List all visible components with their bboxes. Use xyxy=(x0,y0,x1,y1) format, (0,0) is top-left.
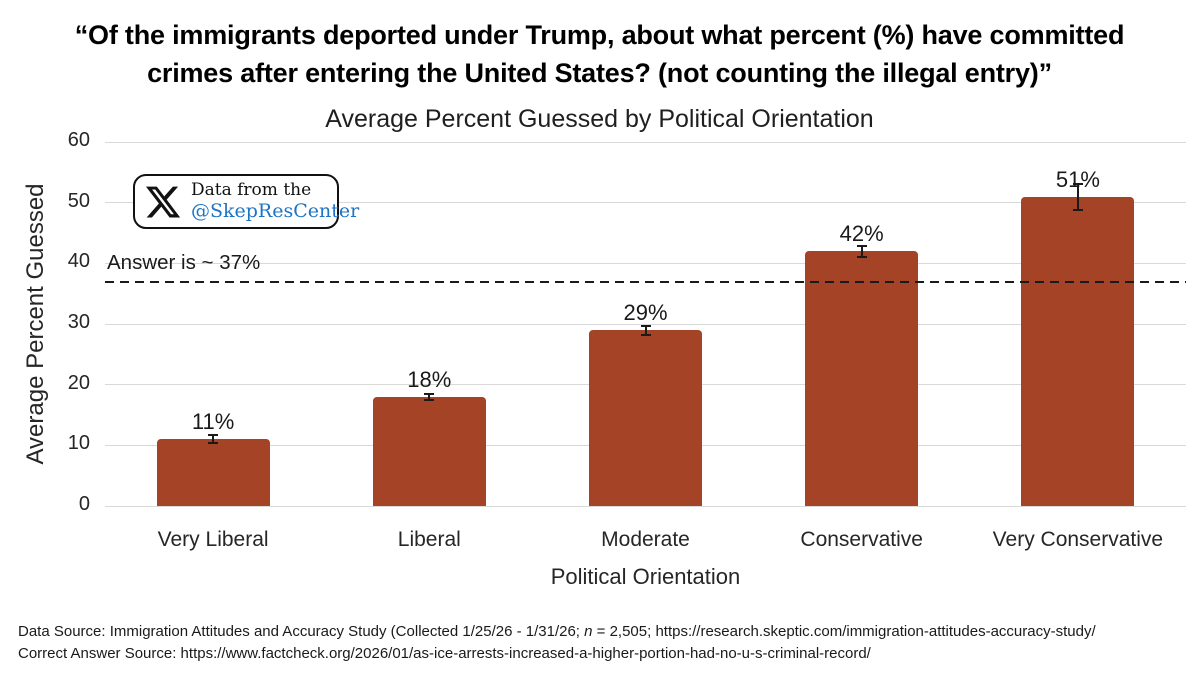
badge-caption: Data from the xyxy=(191,180,312,201)
y-tick-label: 20 xyxy=(67,371,90,394)
gridline xyxy=(105,262,1186,264)
error-bar xyxy=(644,324,647,336)
bar xyxy=(372,396,486,506)
badge-text: Data from the @SkepResCenter xyxy=(191,180,359,222)
chart-title: Average Percent Guessed by Political Ori… xyxy=(325,105,874,133)
data-label: 18% xyxy=(407,366,452,392)
x-tick-label: Liberal xyxy=(397,528,461,551)
x-tick-label: Very Conservative xyxy=(992,528,1164,551)
gridline xyxy=(105,505,1186,507)
y-tick-label: 0 xyxy=(78,493,90,515)
x-tick-label: Very Liberal xyxy=(157,528,269,551)
error-bar-cap xyxy=(640,324,651,327)
error-bar xyxy=(428,392,431,402)
bar xyxy=(156,439,270,506)
gridline xyxy=(105,202,1186,204)
y-tick-label: 30 xyxy=(67,311,90,333)
data-label: 42% xyxy=(839,221,884,247)
badge-handle: @SkepResCenter xyxy=(191,200,360,223)
question-title-line1: “Of the immigrants deported under Trump,… xyxy=(74,20,1125,50)
y-tick-label: 10 xyxy=(67,432,90,455)
footer-line1-suffix: = 2,505; https://research.skeptic.com/im… xyxy=(592,623,1096,640)
question-title-line2: crimes after entering the United States?… xyxy=(147,58,1052,88)
footer-line1-n: n xyxy=(584,623,593,640)
reference-line xyxy=(105,280,1186,284)
footer-answer-source: Correct Answer Source: https://www.factc… xyxy=(18,645,871,662)
reference-line-label: Answer is ~ 37% xyxy=(107,250,261,274)
gridline xyxy=(105,323,1186,325)
error-bar-cap xyxy=(1072,208,1083,211)
error-bar-cap xyxy=(1072,182,1083,185)
gridline xyxy=(105,141,1186,143)
footer-data-source: Data Source: Immigration Attitudes and A… xyxy=(18,623,1096,640)
error-bar-cap xyxy=(640,333,651,336)
y-tick-label: 40 xyxy=(67,250,90,273)
error-bar-cap xyxy=(856,255,867,258)
error-bar-cap xyxy=(208,434,219,437)
plot-area: 11% Very Liberal 18% Liberal 29% Moderate 42% C… xyxy=(105,141,1186,551)
source-badge: Data from the @SkepResCenter xyxy=(133,174,359,229)
data-label: 29% xyxy=(623,300,668,326)
error-bar xyxy=(1076,182,1079,211)
y-tick-label: 50 xyxy=(67,189,90,212)
data-label: 51% xyxy=(1055,166,1100,192)
question-title: “Of the immigrants deported under Trump,… xyxy=(0,16,1199,92)
y-tick-label: 60 xyxy=(67,129,90,151)
bar xyxy=(1021,196,1135,506)
bar xyxy=(805,251,919,506)
x-axis-title: Political Orientation xyxy=(550,564,741,589)
data-label: 11% xyxy=(191,409,235,435)
error-bar-cap xyxy=(424,399,435,402)
x-logo-icon xyxy=(145,186,181,217)
x-tick-label: Conservative xyxy=(800,528,923,551)
error-bar-cap xyxy=(424,392,435,395)
error-bar-cap xyxy=(208,442,219,445)
footer-line1-prefix: Data Source: Immigration Attitudes and A… xyxy=(18,623,585,640)
error-bar xyxy=(212,434,215,445)
x-tick-label: Moderate xyxy=(601,528,690,551)
bar xyxy=(589,330,702,506)
error-bar-cap xyxy=(856,244,867,247)
error-bar xyxy=(860,244,863,258)
